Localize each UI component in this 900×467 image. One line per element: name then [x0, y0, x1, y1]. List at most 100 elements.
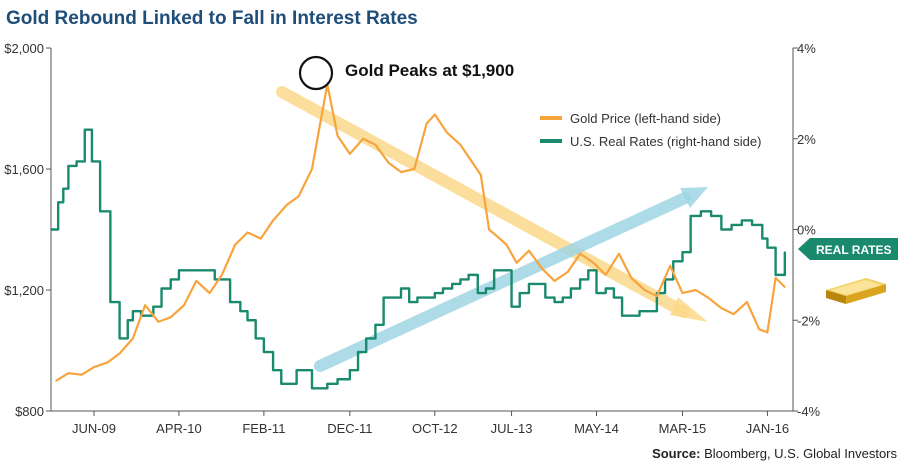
gold-price-point — [221, 273, 223, 276]
real-rates-point — [229, 301, 232, 303]
gold-price-point — [694, 289, 697, 291]
gold-price-point — [144, 304, 147, 307]
gold-price-point — [433, 113, 436, 116]
gold-price-point — [720, 307, 723, 310]
real-rates-point — [699, 210, 702, 213]
gold-price-point — [553, 280, 556, 282]
real-rates-point — [62, 187, 65, 190]
real-rates-point — [152, 305, 155, 308]
real-rates-point — [476, 292, 479, 294]
gold-price-point — [208, 292, 211, 294]
real-rates-point — [751, 224, 753, 226]
real-rates-point — [326, 382, 329, 385]
x-tick-label: JUN-09 — [72, 421, 116, 436]
real-rates-point — [408, 301, 411, 303]
real-rates-point — [761, 237, 764, 240]
real-rates-point — [188, 269, 191, 272]
gold-price-point — [387, 162, 390, 164]
gold-price-point — [495, 234, 498, 237]
gold-price-point — [67, 372, 70, 375]
real-rates-point — [774, 273, 777, 276]
up-trend-arrow — [314, 192, 691, 372]
gold-price-point — [106, 361, 109, 364]
real-rates-badge-label: REAL RATES — [816, 243, 892, 257]
x-axis: JUN-09 APR-10 FEB-11 DEC-11 OCT-12 JUL-13 MAY-… — [72, 411, 789, 436]
gold-price-point — [566, 270, 569, 273]
source-text: Bloomberg, U.S. Global Investors — [700, 446, 897, 461]
right-tick-label: -4% — [797, 404, 821, 419]
real-rates-point — [570, 287, 572, 290]
real-rates-point — [91, 160, 93, 163]
gold-price-point — [469, 159, 472, 161]
gold-price-point — [272, 219, 274, 222]
legend: Gold Price (left-hand side) U.S. Real Ra… — [540, 111, 761, 149]
x-tick-label: OCT-12 — [412, 421, 458, 436]
real-rates-point — [160, 287, 163, 290]
real-rates-point — [67, 165, 70, 167]
gold-price-point — [643, 289, 646, 291]
gold-price-point — [758, 328, 761, 331]
gold-price-point — [783, 286, 786, 288]
gold-price-point — [618, 252, 620, 255]
real-rates-point — [485, 287, 487, 290]
left-tick-label: $2,000 — [4, 41, 44, 56]
series-layer — [50, 83, 787, 390]
real-rates-point — [118, 337, 121, 340]
x-tick-label: JAN-16 — [746, 421, 789, 436]
gold-price-point — [131, 337, 134, 340]
gold-price-point — [118, 352, 121, 355]
peak-circle — [298, 55, 334, 91]
gold-price-point — [505, 243, 508, 246]
real-rates-point — [336, 378, 339, 381]
gold-price-point — [55, 379, 58, 382]
trend-arrows — [276, 86, 708, 372]
up-trend-arrowhead — [680, 187, 708, 208]
gold-price-point — [515, 261, 518, 264]
real-rates-point — [681, 251, 684, 254]
gold-price-point — [157, 320, 160, 323]
real-rates-point — [689, 214, 692, 217]
left-tick-label: $1,600 — [4, 162, 44, 177]
x-tick-label: DEC-11 — [327, 421, 372, 436]
gold-price-point — [348, 152, 351, 155]
legend-label-rates: U.S. Real Rates (right-hand side) — [570, 134, 761, 149]
real-rates-point — [126, 319, 129, 322]
real-rates-point — [621, 314, 623, 317]
real-rates-point — [766, 246, 769, 249]
real-rates-point — [646, 310, 649, 313]
gold-price-point — [183, 304, 185, 307]
gold-price-point — [413, 168, 416, 170]
x-tick-label: JUL-13 — [491, 421, 533, 436]
real-rates-point — [374, 323, 377, 326]
real-rates-point — [587, 269, 590, 272]
real-rates-point — [311, 387, 313, 390]
real-rates-point — [510, 305, 513, 308]
real-rates-point — [50, 228, 52, 231]
right-tick-label: 4% — [797, 41, 816, 56]
plot-frame — [50, 48, 794, 412]
x-tick-label: APR-10 — [156, 421, 202, 436]
real-rates-point — [553, 301, 556, 303]
gold-price-point — [259, 237, 262, 240]
right-tick-label: -2% — [797, 313, 821, 328]
real-rates-point — [433, 292, 436, 294]
real-rates-point — [239, 310, 242, 313]
real-rates-point — [382, 296, 385, 299]
gold-price-point — [311, 168, 313, 170]
real-rates-point — [109, 301, 112, 303]
real-rates-point — [272, 369, 274, 372]
real-rates-point — [203, 269, 206, 272]
real-rates-point — [213, 278, 216, 281]
real-rates-point — [365, 337, 368, 340]
down-trend-arrowhead — [670, 297, 708, 322]
gold-price-point — [630, 277, 633, 279]
real-rates-point — [99, 210, 102, 213]
gold-price-point — [681, 292, 684, 294]
real-rates-point — [254, 337, 257, 340]
gold-price-point — [488, 228, 490, 231]
gold-price-point — [655, 295, 658, 297]
right-tick-label: 2% — [797, 132, 816, 147]
gold-price-point — [732, 313, 735, 316]
gold-price-point — [459, 143, 462, 146]
gold-price-point — [93, 366, 95, 369]
